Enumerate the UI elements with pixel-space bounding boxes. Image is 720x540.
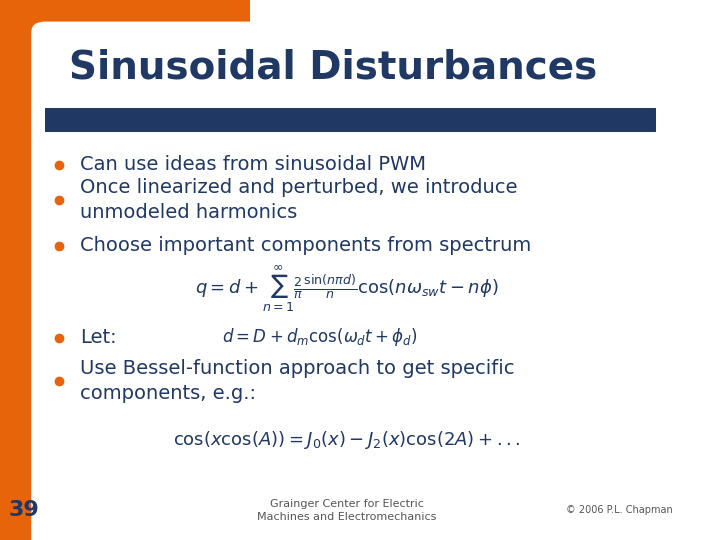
Text: Can use ideas from sinusoidal PWM: Can use ideas from sinusoidal PWM [80,155,426,174]
Text: Once linearized and perturbed, we introduce
unmodeled harmonics: Once linearized and perturbed, we introd… [80,178,517,222]
Text: © 2006 P.L. Chapman: © 2006 P.L. Chapman [567,505,673,515]
Text: $d = D + d_m \cos(\omega_d t + \phi_d)$: $d = D + d_m \cos(\omega_d t + \phi_d)$ [222,327,418,348]
FancyBboxPatch shape [250,0,694,119]
Text: $\cos(x\cos(A)) = J_0(x) - J_2(x)\cos(2A) + ...$: $\cos(x\cos(A)) = J_0(x) - J_2(x)\cos(2A… [174,429,521,451]
Text: Let:: Let: [80,328,117,347]
FancyBboxPatch shape [45,108,656,132]
FancyBboxPatch shape [0,0,264,119]
Text: 39: 39 [9,500,40,521]
Text: Grainger Center for Electric
Machines and Electromechanics: Grainger Center for Electric Machines an… [257,499,436,522]
Text: Sinusoidal Disturbances: Sinusoidal Disturbances [69,49,598,86]
FancyBboxPatch shape [31,22,708,540]
Text: $q = d + \sum_{n=1}^{\infty} \frac{2}{\pi} \frac{\sin(n\pi d)}{n} \cos(n\omega_{: $q = d + \sum_{n=1}^{\infty} \frac{2}{\p… [195,264,499,314]
Text: Use Bessel-function approach to get specific
components, e.g.:: Use Bessel-function approach to get spec… [80,359,514,403]
FancyBboxPatch shape [0,119,45,540]
Text: Choose important components from spectrum: Choose important components from spectru… [80,236,531,255]
